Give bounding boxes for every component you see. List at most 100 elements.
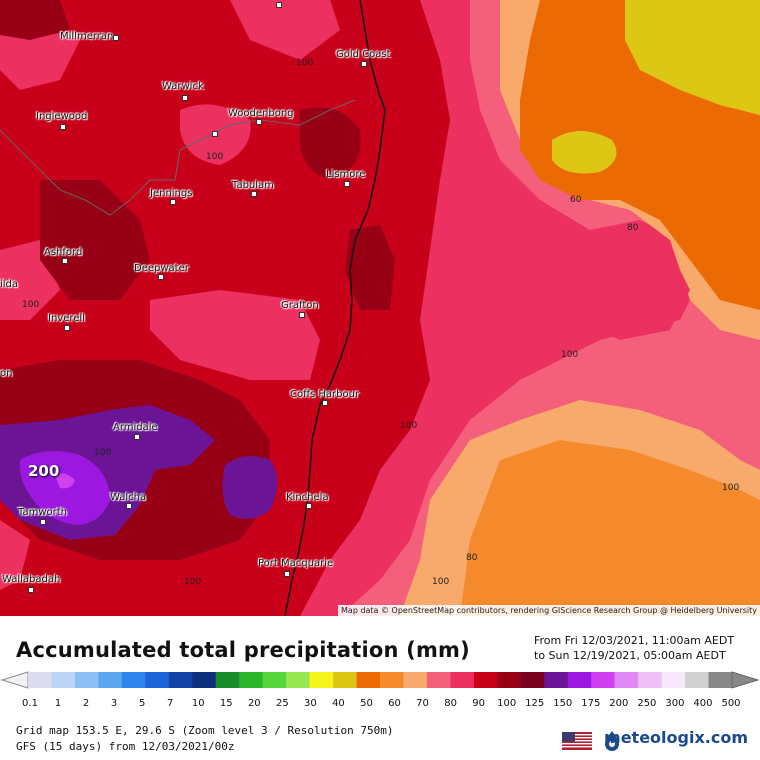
us-flag-icon[interactable] (562, 732, 592, 750)
place-label-lismore: Lismore (326, 169, 366, 180)
place-marker (322, 400, 328, 406)
scale-tick-label: 150 (553, 698, 573, 709)
contour-label: 100 (432, 577, 450, 587)
grid-info: Grid map 153.5 E, 29.6 S (Zoom level 3 /… (16, 724, 394, 737)
scale-tick-label: 175 (581, 698, 601, 709)
scale-tick-label: 80 (444, 698, 457, 709)
contour-label: 80 (627, 223, 639, 233)
scale-swatch (356, 672, 381, 688)
scale-swatch (403, 672, 428, 688)
date-from: From Fri 12/03/2021, 11:00am AEDT (534, 634, 735, 647)
scale-swatch (520, 672, 545, 688)
scale-swatch (661, 672, 686, 688)
place-marker (170, 199, 176, 205)
contour-label: 60 (570, 195, 582, 205)
scale-tick-label: 1 (54, 698, 62, 709)
place-marker (28, 587, 34, 593)
scale-swatch (121, 672, 146, 688)
contour-label: 100 (22, 300, 40, 310)
place-label-tamworth: Tamworth (18, 507, 67, 518)
contour-label: 100 (722, 483, 740, 493)
brand-name[interactable]: meteologix.com (604, 728, 748, 747)
place-label-warwick: Warwick (162, 81, 204, 92)
scale-swatch (286, 672, 311, 688)
scale-swatch (262, 672, 287, 688)
scale-swatch (215, 672, 240, 688)
place-marker (306, 503, 312, 509)
place-marker (344, 181, 350, 187)
model-info: GFS (15 days) from 12/03/2021/00z (16, 740, 235, 753)
scale-swatch (567, 672, 592, 688)
place-label-coffs-harbour: Coffs Harbour (290, 389, 360, 400)
place-marker (113, 35, 119, 41)
scale-tick-label: 50 (360, 698, 373, 709)
place-marker (62, 258, 68, 264)
place-label-jennings: Jennings (150, 188, 193, 199)
date-to: to Sun 12/19/2021, 05:00am AEDT (534, 649, 726, 662)
place-label-ashford: Ashford (44, 247, 83, 258)
place-marker (284, 571, 290, 577)
place-marker (276, 2, 282, 8)
scale-tick-label: 40 (332, 698, 345, 709)
place-label-grafton: Grafton (281, 300, 319, 311)
place-label-ilda: ilda (0, 279, 19, 290)
scale-swatch (51, 672, 76, 688)
scale-swatch (591, 672, 616, 688)
scale-tick-label: 0.1 (22, 698, 38, 709)
precipitation-field (0, 0, 760, 616)
contour-label: 100 (400, 421, 418, 431)
scale-swatch (333, 672, 358, 688)
place-marker (60, 124, 66, 130)
scale-tick-label: 3 (110, 698, 118, 709)
place-marker (64, 325, 70, 331)
contour-label: 100 (94, 448, 112, 458)
scale-arrow-left (0, 671, 29, 689)
scale-tick-label: 400 (693, 698, 713, 709)
contour-label: 100 (296, 58, 314, 68)
scale-tick-label: 250 (637, 698, 657, 709)
scale-swatch (145, 672, 170, 688)
scale-swatch (708, 672, 733, 688)
scale-swatch (239, 672, 264, 688)
place-marker (182, 95, 188, 101)
scale-swatch (426, 672, 451, 688)
peak-value-label: 200 (28, 462, 60, 480)
place-label-wallabadah: Wallabadah (2, 574, 61, 585)
place-label-armidale: Armidale (113, 422, 158, 433)
place-marker (299, 312, 305, 318)
precipitation-map[interactable]: Millmerran Gold Coast Warwick Inglewood … (0, 0, 760, 616)
color-scale-bar (0, 671, 760, 689)
contour-label: 100 (206, 152, 224, 162)
contour-label: 100 (561, 350, 579, 360)
scale-tick-label: 5 (138, 698, 146, 709)
place-label-on: on (0, 368, 13, 379)
place-marker (251, 191, 257, 197)
scale-tick-label: 100 (497, 698, 517, 709)
place-marker (212, 131, 218, 137)
scale-swatch (192, 672, 217, 688)
scale-tick-label: 70 (416, 698, 429, 709)
place-label-woodenbong: Woodenbong (228, 108, 294, 119)
meteologix-logo-icon (605, 731, 619, 751)
place-label-inverell: Inverell (48, 313, 85, 324)
place-label-kinchela: Kinchela (286, 492, 329, 503)
place-marker (40, 519, 46, 525)
legend-footer: Accumulated total precipitation (mm) Fro… (0, 616, 760, 760)
scale-tick-label: 15 (219, 698, 233, 709)
contour-label: 100 (184, 577, 202, 587)
place-label-tabulam: Tabulam (232, 180, 274, 191)
scale-tick-label: 300 (665, 698, 685, 709)
contour-label: 80 (466, 553, 478, 563)
scale-swatch (638, 672, 663, 688)
place-label-inglewood: Inglewood (36, 111, 88, 122)
scale-tick-label: 60 (388, 698, 401, 709)
place-marker (134, 434, 140, 440)
scale-tick-label: 20 (247, 698, 261, 709)
place-marker (158, 274, 164, 280)
map-attribution: Map data © OpenStreetMap contributors, r… (338, 605, 760, 616)
place-label-walcha: Walcha (110, 492, 147, 503)
scale-swatch (168, 672, 193, 688)
map-title: Accumulated total precipitation (mm) (16, 638, 470, 662)
place-label-millmerran: Millmerran (60, 31, 114, 42)
scale-swatch (614, 672, 639, 688)
